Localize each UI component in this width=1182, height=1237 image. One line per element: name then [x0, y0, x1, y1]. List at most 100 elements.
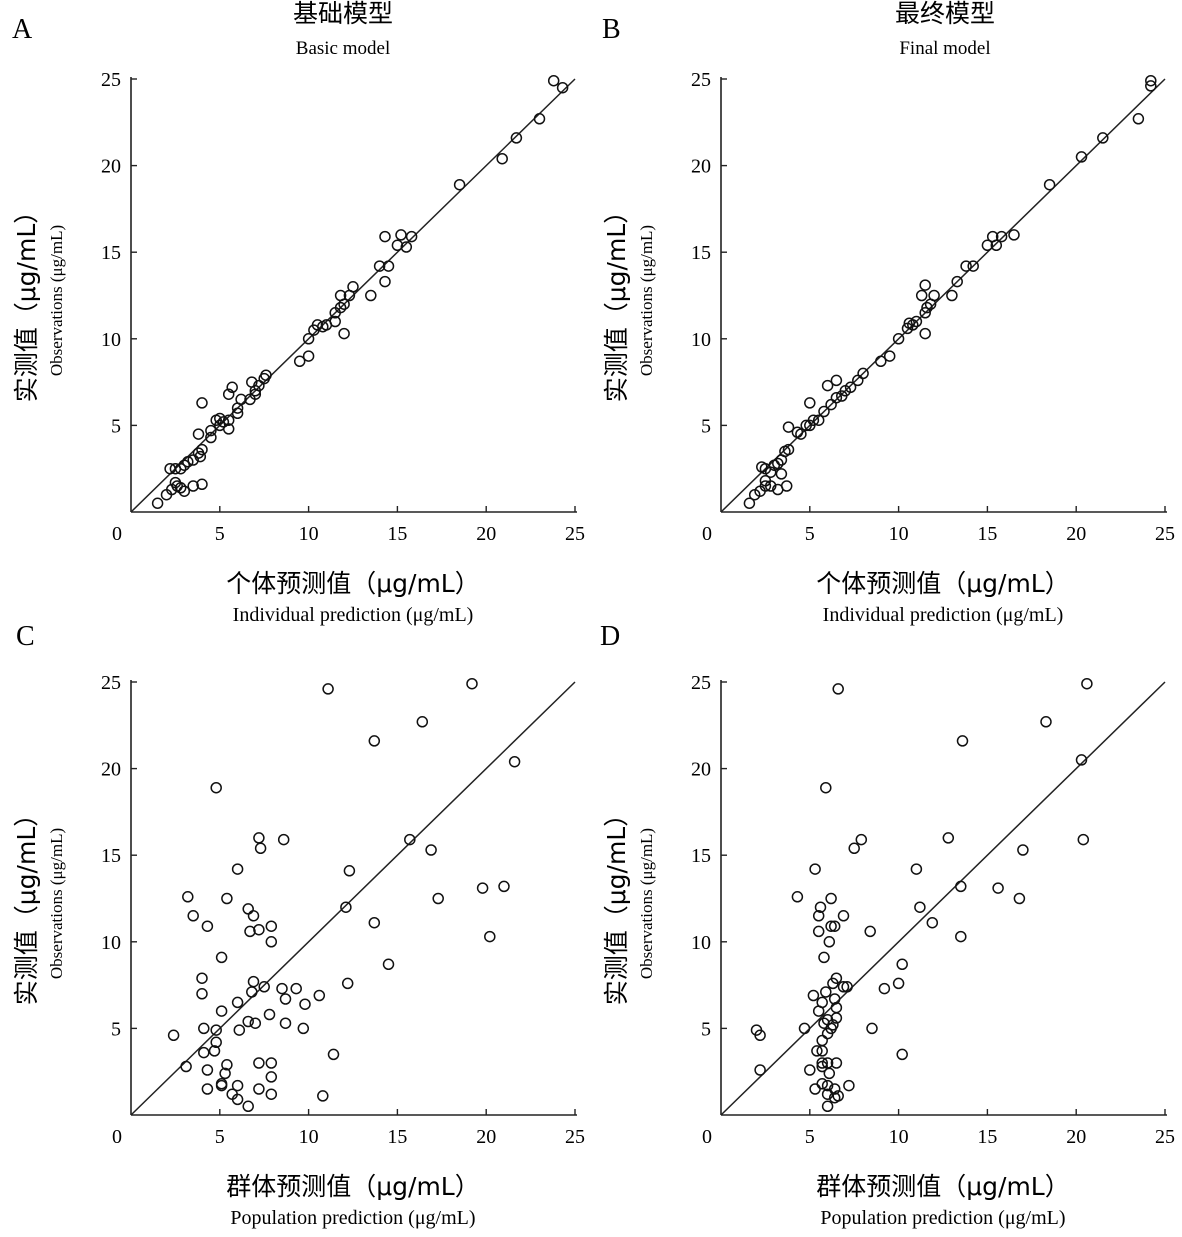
data-point: [821, 1079, 834, 1092]
data-point: [841, 981, 853, 993]
data-point: [254, 842, 267, 855]
data-point: [782, 421, 795, 433]
data-point: [1040, 716, 1052, 728]
data-point: [400, 241, 413, 253]
data-point: [253, 923, 265, 936]
data-point: [791, 891, 804, 903]
data-point: [848, 842, 860, 855]
data-point: [222, 414, 235, 426]
data-point: [837, 910, 850, 922]
y-axis-label-zh: 实测值（μg/mL）: [12, 802, 41, 1005]
y-axis-label-zh: 实测值（μg/mL）: [602, 199, 631, 402]
data-point: [196, 397, 208, 409]
data-point: [754, 1064, 766, 1076]
data-point: [832, 1090, 844, 1102]
data-point: [772, 457, 784, 470]
y-tick-label: 20: [691, 759, 711, 781]
data-point: [215, 1079, 228, 1092]
x-axis-label-en: Population prediction (μg/mL): [230, 1207, 475, 1229]
x-tick-label: 10: [299, 523, 319, 545]
data-point: [896, 958, 908, 971]
data-point: [368, 735, 381, 747]
data-point: [293, 355, 306, 368]
y-tick-label: 10: [101, 329, 121, 351]
data-point: [764, 480, 777, 492]
data-point: [1075, 151, 1088, 163]
data-point: [208, 1045, 221, 1057]
y-tick-label: 5: [701, 415, 711, 437]
data-point: [214, 412, 226, 425]
data-point: [167, 1029, 180, 1042]
data-point: [791, 426, 804, 439]
x-tick-label: 25: [565, 1126, 585, 1148]
data-point: [265, 1071, 278, 1083]
data-point: [914, 901, 926, 913]
data-point: [990, 239, 1003, 252]
data-point: [453, 178, 466, 191]
data-point: [804, 397, 816, 409]
chart-panel-d: D 0 5 10 15 20 25 5 10 15 20 25 群体预测值（μg/mL） Populati…: [600, 621, 1175, 1229]
x-axis-label-zh: 群体预测值（μg/mL）: [226, 1172, 479, 1201]
data-point: [174, 482, 187, 494]
x-tick-label: 20: [476, 1126, 496, 1148]
y-tick-label: 10: [101, 932, 121, 954]
data-point: [205, 424, 217, 437]
data-point: [347, 281, 359, 293]
data-point: [265, 936, 278, 948]
data-point: [818, 405, 830, 418]
data-point: [198, 1046, 210, 1059]
data-point: [196, 443, 208, 456]
data-point: [892, 977, 905, 990]
y-tick-label: 10: [691, 329, 711, 351]
data-point: [852, 374, 864, 387]
data-point: [215, 1005, 228, 1017]
data-point: [196, 988, 208, 1000]
data-point: [242, 1015, 254, 1028]
data-point: [547, 74, 560, 87]
data-point: [1008, 229, 1020, 241]
data-point: [244, 925, 256, 938]
data-point: [1145, 74, 1157, 87]
x-tick-label: 25: [1155, 1126, 1175, 1148]
data-point: [830, 374, 843, 387]
data-point: [210, 1036, 222, 1049]
y-tick-label: 25: [691, 672, 711, 694]
data-point: [807, 414, 820, 426]
data-point: [919, 279, 931, 291]
data-point: [825, 892, 837, 905]
data-point: [340, 901, 352, 913]
data-point: [896, 1048, 908, 1061]
data-point: [812, 1005, 825, 1017]
data-point: [263, 1008, 276, 1021]
data-point: [210, 781, 222, 794]
data-point: [823, 936, 836, 948]
data-point: [215, 951, 228, 964]
y-axis-label-zh: 实测值（μg/mL）: [602, 802, 631, 1005]
data-point: [946, 289, 958, 302]
data-point: [807, 989, 820, 1002]
data-point: [910, 863, 923, 875]
data-point: [279, 993, 292, 1005]
panel-letter: A: [12, 14, 33, 45]
data-point: [260, 369, 272, 381]
data-point: [821, 379, 834, 392]
data-point: [201, 1083, 214, 1095]
data-point: [508, 755, 521, 768]
data-point: [1081, 677, 1093, 690]
x-tick-label: 15: [387, 1126, 407, 1148]
data-point: [910, 315, 923, 328]
y-tick-label: 25: [101, 69, 121, 91]
y-axis-label-en: Observations (μg/mL): [47, 225, 66, 376]
data-point: [855, 833, 868, 846]
data-point: [864, 925, 876, 938]
data-point: [812, 910, 825, 922]
data-point: [379, 275, 391, 288]
x-tick-label: 0: [702, 1126, 712, 1148]
panel-letter: D: [600, 621, 620, 652]
data-point: [1075, 754, 1088, 766]
data-point: [814, 901, 827, 913]
panel-title-zh: 基础模型: [293, 0, 393, 28]
data-point: [820, 986, 832, 998]
data-point: [956, 735, 969, 747]
